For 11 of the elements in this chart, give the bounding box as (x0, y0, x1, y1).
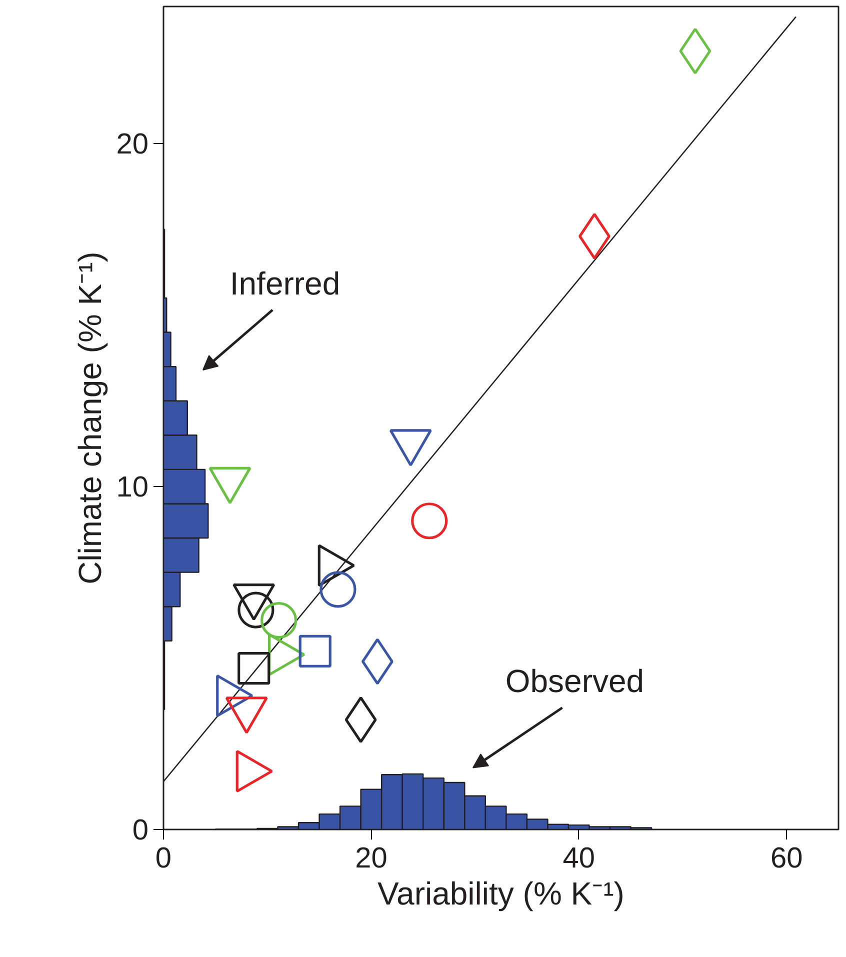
y-tick-label: 0 (132, 814, 149, 846)
x-tick-label: 40 (562, 842, 596, 874)
x-tick-label: 20 (355, 842, 388, 874)
x-axis-title: Variability (% K⁻¹) (378, 876, 624, 912)
y-axis-title: Climate change (% K⁻¹) (72, 252, 108, 584)
x-tick-label: 0 (155, 842, 172, 874)
y-tick-label: 10 (116, 472, 149, 504)
y-tick-label: 20 (116, 128, 149, 161)
annotation: Inferred (230, 265, 340, 302)
x-tick-label: 60 (770, 842, 803, 874)
annotation: Observed (505, 663, 644, 700)
